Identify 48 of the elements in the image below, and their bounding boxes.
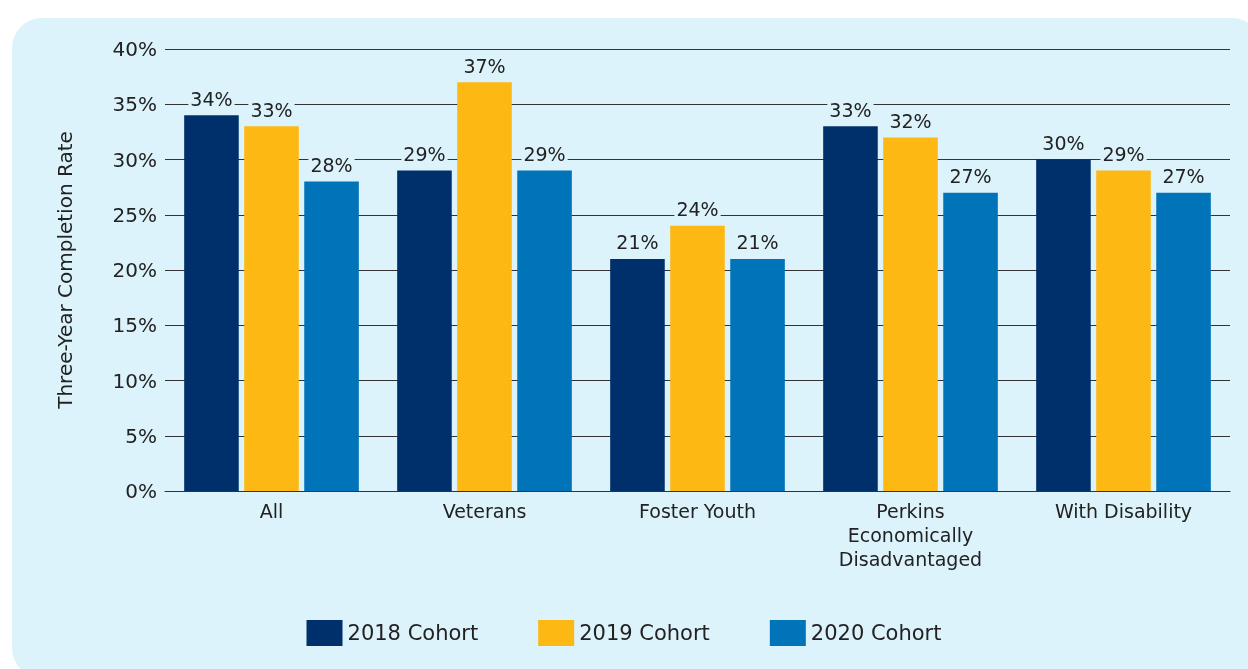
bar — [670, 225, 725, 491]
bar — [397, 170, 452, 491]
bar — [457, 82, 512, 491]
data-label: 28% — [310, 154, 353, 177]
data-label: 27% — [949, 165, 992, 188]
bar — [1156, 192, 1211, 491]
bar — [1096, 170, 1151, 491]
bar — [244, 126, 299, 491]
data-label: 32% — [889, 109, 932, 132]
data-label: 29% — [1102, 143, 1145, 166]
data-label: 21% — [616, 231, 659, 254]
data-label: 29% — [403, 143, 446, 166]
data-label: 33% — [829, 98, 872, 121]
data-label: 29% — [523, 143, 566, 166]
y-tick-label: 20% — [112, 258, 157, 282]
legend-label: 2018 Cohort — [347, 621, 479, 645]
data-label: 34% — [190, 87, 233, 110]
x-tick-label: Veterans — [442, 500, 527, 522]
bar — [730, 258, 785, 491]
x-tick-label: Foster Youth — [638, 500, 757, 522]
data-label: 24% — [676, 198, 719, 221]
bar — [1036, 159, 1091, 491]
data-label: 33% — [250, 98, 293, 121]
y-tick-label: 0% — [125, 479, 157, 503]
legend-label: 2019 Cohort — [579, 621, 710, 645]
y-tick-label: 15% — [112, 313, 157, 338]
y-tick-label: 5% — [125, 423, 157, 448]
x-tick-label: All — [259, 500, 284, 522]
y-tick-label: 10% — [112, 368, 157, 393]
y-tick-label: 40% — [112, 37, 157, 61]
y-axis-title: Three-Year Completion Rate — [53, 131, 77, 410]
bar — [823, 126, 878, 491]
bar — [883, 137, 938, 491]
data-label: 21% — [736, 231, 779, 254]
x-tick-label: With Disability — [1054, 500, 1193, 522]
y-tick-label: 35% — [112, 92, 157, 117]
bar — [943, 192, 998, 491]
bar — [304, 181, 359, 491]
data-label: 27% — [1162, 165, 1205, 188]
x-tick-label: Perkins Economically Disadvantaged — [838, 500, 983, 570]
y-tick-label: 25% — [112, 202, 157, 227]
bar — [517, 170, 572, 491]
legend-label: 2020 Cohort — [810, 621, 942, 645]
y-tick-label: 30% — [112, 147, 157, 172]
data-label: 30% — [1042, 132, 1085, 154]
bar — [610, 258, 665, 491]
data-label: 37% — [463, 54, 506, 77]
bar — [184, 115, 239, 491]
